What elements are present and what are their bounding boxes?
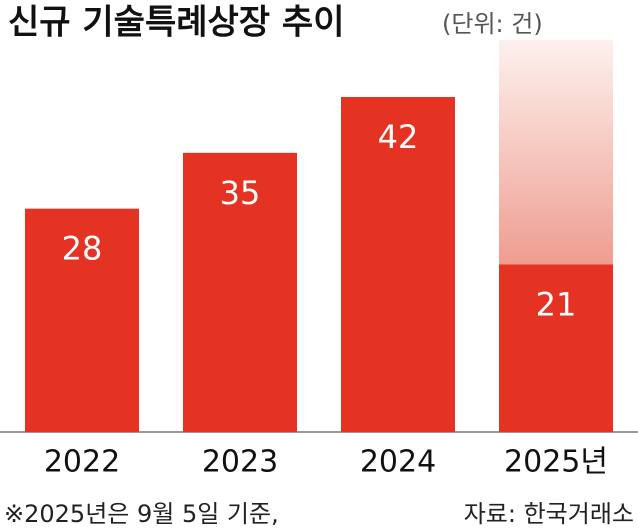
bar xyxy=(341,97,455,432)
projection-fade xyxy=(499,40,613,265)
chart-title: 신규 기술특례상장 추이 xyxy=(8,3,344,43)
x-tick-label: 2023 xyxy=(202,445,278,480)
bar xyxy=(25,208,139,432)
bar xyxy=(499,264,613,432)
chart-subtitle: (단위: 건) xyxy=(442,10,543,38)
x-tick-label: 2024 xyxy=(360,445,436,480)
bar xyxy=(183,152,297,433)
x-tick-label: 2022 xyxy=(44,445,120,480)
source: 자료: 한국거래소 xyxy=(464,500,634,528)
x-tick-label: 2025년 xyxy=(504,445,608,480)
value-label: 21 xyxy=(536,286,577,324)
value-label: 28 xyxy=(62,230,103,268)
value-label: 35 xyxy=(220,174,261,212)
footnote: ※2025년은 9월 5일 기준, xyxy=(4,500,279,528)
value-label: 42 xyxy=(378,118,419,156)
